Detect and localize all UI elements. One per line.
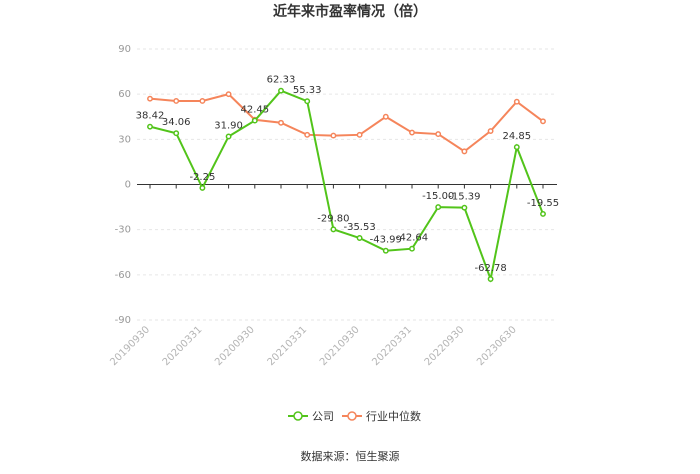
data-label: -2.25 bbox=[189, 172, 215, 183]
x-tick-label: 20230630 bbox=[475, 324, 519, 368]
y-tick-label: -30 bbox=[115, 225, 131, 236]
data-point[interactable] bbox=[278, 87, 284, 94]
data-point[interactable] bbox=[304, 98, 311, 105]
data-point[interactable] bbox=[513, 144, 520, 151]
data-point[interactable] bbox=[435, 131, 442, 138]
data-label: 42.45 bbox=[240, 105, 269, 116]
legend-item[interactable]: 行业中位数 bbox=[342, 409, 421, 423]
data-point[interactable] bbox=[173, 97, 180, 104]
legend-item[interactable]: 公司 bbox=[288, 410, 334, 423]
data-point[interactable] bbox=[435, 204, 442, 211]
data-label: -43.99 bbox=[370, 235, 402, 246]
data-point[interactable] bbox=[487, 128, 494, 135]
y-tick-label: 30 bbox=[118, 134, 131, 145]
chart-title: 近年来市盈率情况（倍） bbox=[273, 3, 427, 20]
data-point[interactable] bbox=[330, 132, 337, 139]
y-tick-label: -60 bbox=[115, 270, 131, 281]
x-tick-label: 20210930 bbox=[318, 324, 362, 368]
data-label: 55.33 bbox=[293, 85, 322, 96]
data-point[interactable] bbox=[540, 118, 546, 125]
legend-label: 行业中位数 bbox=[366, 409, 421, 423]
y-axis: 90 60 30 0 -30 -60 -90 bbox=[115, 44, 131, 326]
series-layer bbox=[147, 87, 546, 283]
data-label: 34.06 bbox=[162, 117, 191, 128]
data-label: 24.85 bbox=[502, 131, 531, 142]
data-point[interactable] bbox=[278, 119, 284, 126]
data-label: -42.64 bbox=[396, 233, 428, 244]
data-label: 38.42 bbox=[136, 111, 165, 122]
legend-swatch-marker bbox=[293, 411, 303, 421]
data-point[interactable] bbox=[540, 210, 546, 217]
y-tick-label: 90 bbox=[118, 44, 131, 55]
data-point[interactable] bbox=[251, 117, 258, 124]
data-point[interactable] bbox=[513, 98, 520, 105]
data-point[interactable] bbox=[304, 131, 311, 138]
data-label: -15.39 bbox=[448, 192, 480, 203]
data-label: -19.55 bbox=[527, 198, 559, 209]
data-point[interactable] bbox=[461, 148, 468, 155]
x-tick-label: 20190930 bbox=[108, 324, 152, 368]
y-tick-label: 60 bbox=[118, 89, 131, 100]
data-source: 数据来源：恒生聚源 bbox=[301, 449, 400, 463]
data-point[interactable] bbox=[382, 247, 389, 254]
data-point[interactable] bbox=[225, 133, 232, 140]
data-label: -35.53 bbox=[343, 222, 375, 233]
x-tick-label: 20220930 bbox=[423, 324, 467, 368]
legend-label: 公司 bbox=[312, 410, 334, 423]
x-tick-label: 20220331 bbox=[370, 324, 414, 368]
data-label: -29.80 bbox=[317, 213, 349, 224]
data-point[interactable] bbox=[356, 235, 363, 241]
legend-swatch-marker bbox=[347, 411, 357, 421]
data-label: 31.90 bbox=[214, 120, 243, 131]
data-point[interactable] bbox=[356, 131, 363, 138]
data-point[interactable] bbox=[330, 226, 337, 233]
data-point[interactable] bbox=[409, 245, 415, 252]
x-tick-label: 20200930 bbox=[213, 324, 257, 368]
x-tick-label: 20200331 bbox=[161, 324, 205, 368]
data-label: -62.78 bbox=[474, 263, 506, 274]
data-point[interactable] bbox=[382, 113, 389, 120]
x-tick-label: 20210331 bbox=[266, 324, 310, 368]
data-point[interactable] bbox=[199, 97, 206, 104]
series-line bbox=[149, 93, 544, 153]
data-label: 62.33 bbox=[267, 75, 296, 86]
data-label: -15.00 bbox=[422, 191, 454, 202]
data-point[interactable] bbox=[199, 184, 206, 191]
data-point[interactable] bbox=[409, 129, 415, 136]
series-line bbox=[149, 89, 544, 283]
y-tick-label: -90 bbox=[115, 315, 131, 326]
data-point[interactable] bbox=[487, 276, 494, 282]
data-point[interactable] bbox=[225, 91, 232, 98]
data-point[interactable] bbox=[147, 95, 153, 102]
y-tick-label: 0 bbox=[125, 180, 131, 191]
data-point[interactable] bbox=[147, 123, 153, 130]
legend[interactable]: 公司 行业中位数 bbox=[288, 409, 421, 423]
data-point[interactable] bbox=[173, 130, 180, 137]
data-point[interactable] bbox=[461, 204, 468, 211]
